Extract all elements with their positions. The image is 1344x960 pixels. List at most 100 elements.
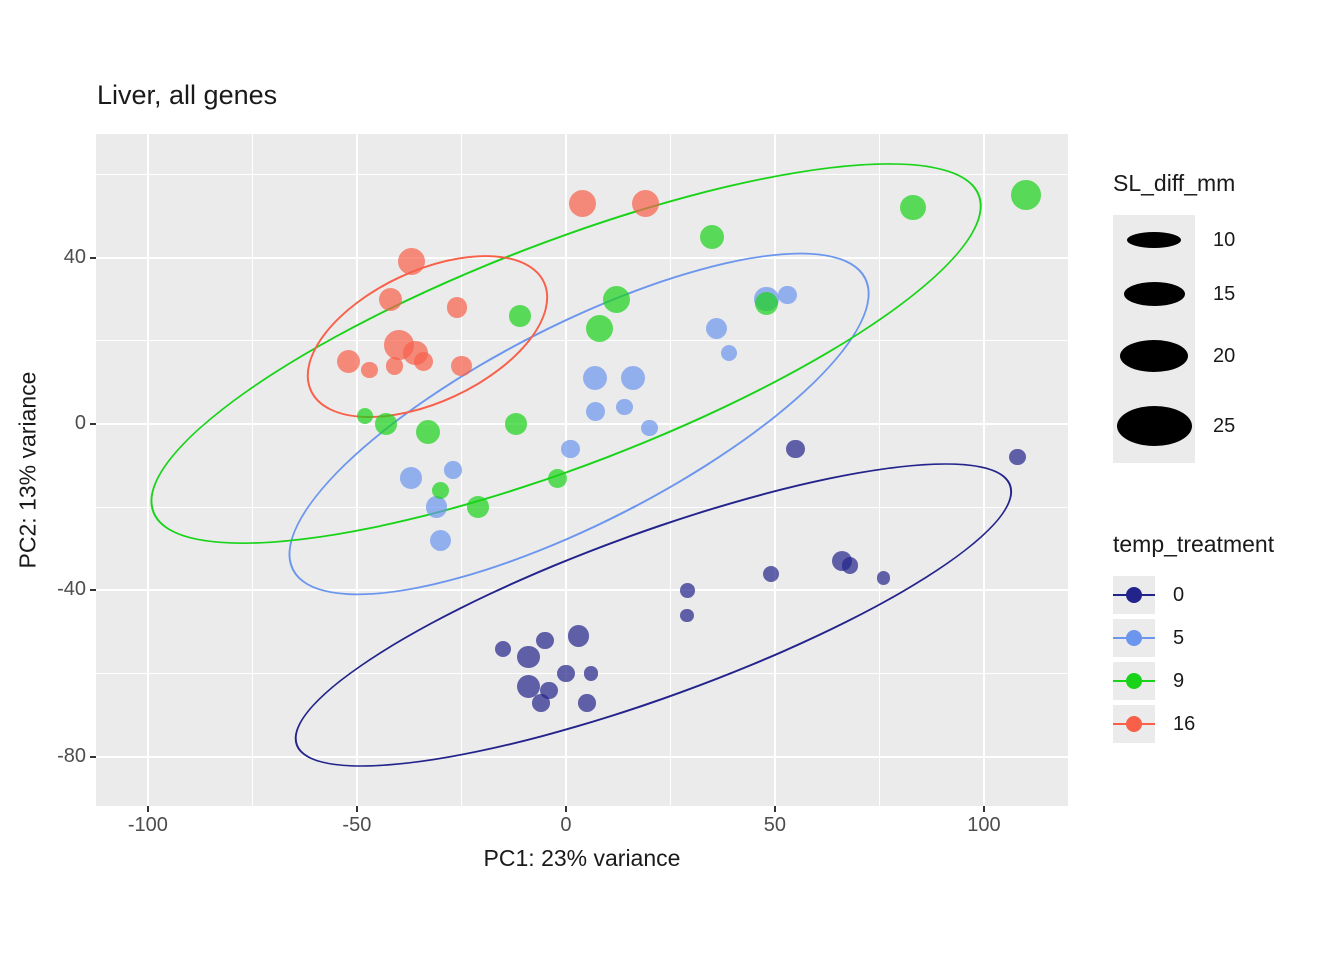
major-gridline bbox=[564, 134, 567, 806]
minor-gridline bbox=[251, 134, 253, 806]
size-legend-entry-10: 10 bbox=[1113, 215, 1235, 265]
x-tick-label: -100 bbox=[127, 814, 168, 836]
data-point-temp-0 bbox=[583, 666, 599, 682]
data-point-temp-9 bbox=[900, 194, 926, 221]
point-glyph bbox=[1126, 673, 1142, 689]
data-point-temp-5 bbox=[400, 467, 422, 489]
data-point-temp-9 bbox=[357, 407, 374, 424]
minor-gridline bbox=[669, 134, 671, 806]
x-tick-label: 100 bbox=[967, 814, 1001, 836]
major-gridline bbox=[146, 134, 149, 806]
data-point-temp-16 bbox=[451, 355, 472, 376]
data-point-temp-16 bbox=[337, 350, 360, 374]
color-legend-label: 5 bbox=[1173, 626, 1185, 649]
data-point-temp-9 bbox=[755, 291, 779, 315]
data-point-temp-5 bbox=[585, 402, 605, 421]
size-legend-entry-25: 25 bbox=[1113, 389, 1235, 463]
y-tick-mark bbox=[90, 589, 96, 592]
color-legend: temp_treatment 0 5 9 16 bbox=[1113, 531, 1274, 748]
size-legend-key bbox=[1113, 323, 1195, 389]
x-tick-mark bbox=[773, 806, 776, 812]
plot-title: Liver, all genes bbox=[97, 80, 278, 110]
size-point-glyph bbox=[1123, 282, 1185, 306]
minor-gridline bbox=[96, 673, 1068, 675]
data-point-temp-9 bbox=[602, 285, 630, 313]
data-point-temp-16 bbox=[447, 297, 468, 318]
x-tick-mark bbox=[355, 806, 358, 812]
color-legend-label: 16 bbox=[1173, 712, 1196, 735]
data-point-temp-5 bbox=[720, 345, 738, 362]
data-point-temp-5 bbox=[444, 461, 462, 479]
color-legend-label: 9 bbox=[1173, 669, 1185, 692]
major-gridline bbox=[355, 134, 358, 806]
y-tick-mark bbox=[90, 423, 96, 426]
data-point-temp-0 bbox=[680, 608, 694, 623]
x-tick-label: 50 bbox=[763, 814, 787, 836]
data-point-temp-0 bbox=[578, 694, 596, 712]
data-point-temp-9 bbox=[585, 314, 613, 342]
y-tick-mark bbox=[90, 755, 96, 758]
data-point-temp-9 bbox=[467, 496, 489, 519]
color-legend-title: temp_treatment bbox=[1113, 531, 1275, 557]
data-point-temp-9 bbox=[375, 413, 397, 435]
data-point-temp-9 bbox=[415, 420, 441, 445]
data-point-temp-5 bbox=[616, 399, 633, 416]
data-point-temp-5 bbox=[425, 496, 448, 519]
data-point-temp-5 bbox=[620, 366, 645, 391]
x-tick-mark bbox=[564, 806, 567, 812]
minor-gridline bbox=[96, 173, 1068, 175]
data-point-temp-5 bbox=[583, 366, 608, 391]
x-tick-label: -50 bbox=[342, 814, 372, 836]
major-gridline bbox=[96, 256, 1068, 259]
data-point-temp-5 bbox=[560, 439, 580, 459]
data-point-temp-0 bbox=[786, 439, 806, 459]
size-legend-label: 15 bbox=[1213, 282, 1236, 305]
major-gridline bbox=[773, 134, 776, 806]
data-point-temp-0 bbox=[516, 674, 540, 698]
data-point-temp-9 bbox=[700, 224, 725, 249]
size-legend: SL_diff_mm 10 15 20 25 bbox=[1113, 170, 1235, 463]
x-tick-label: 0 bbox=[560, 814, 572, 836]
data-point-temp-16 bbox=[361, 361, 378, 379]
data-point-temp-9 bbox=[1010, 180, 1041, 210]
data-point-temp-0 bbox=[567, 625, 590, 648]
data-point-temp-5 bbox=[705, 317, 728, 340]
minor-gridline bbox=[878, 134, 880, 806]
y-tick-label: -80 bbox=[57, 744, 86, 767]
data-point-temp-9 bbox=[504, 413, 527, 435]
data-point-temp-0 bbox=[876, 571, 891, 585]
data-point-temp-9 bbox=[431, 481, 450, 500]
point-glyph bbox=[1126, 587, 1142, 603]
size-legend-label: 25 bbox=[1213, 414, 1236, 437]
data-point-temp-0 bbox=[679, 583, 695, 598]
color-legend-key bbox=[1113, 576, 1155, 614]
color-legend-keys: 0 5 9 16 bbox=[1113, 576, 1274, 743]
y-tick-label: 40 bbox=[63, 245, 86, 268]
size-legend-keys: 10 15 20 25 bbox=[1113, 215, 1235, 463]
minor-gridline bbox=[96, 506, 1068, 508]
plot-panel bbox=[96, 134, 1068, 806]
y-tick-label: 0 bbox=[74, 412, 86, 435]
data-point-temp-5 bbox=[429, 529, 452, 552]
color-legend-entry-9: 9 bbox=[1113, 662, 1274, 700]
y-axis-title: PC2: 13% variance bbox=[14, 371, 41, 569]
size-legend-entry-20: 20 bbox=[1113, 323, 1235, 389]
data-point-temp-16 bbox=[385, 356, 404, 375]
size-legend-key bbox=[1113, 389, 1195, 463]
data-point-temp-0 bbox=[536, 631, 554, 650]
data-point-temp-5 bbox=[778, 285, 797, 305]
major-gridline bbox=[96, 423, 1068, 426]
color-legend-key bbox=[1113, 619, 1155, 657]
point-glyph bbox=[1126, 716, 1142, 732]
color-legend-key bbox=[1113, 662, 1155, 700]
data-point-temp-0 bbox=[842, 557, 859, 574]
size-legend-key bbox=[1113, 265, 1195, 323]
color-legend-entry-5: 5 bbox=[1113, 619, 1274, 657]
data-point-temp-16 bbox=[378, 287, 402, 311]
size-legend-title: SL_diff_mm bbox=[1113, 170, 1236, 196]
color-legend-label: 0 bbox=[1173, 583, 1185, 606]
data-point-temp-0 bbox=[495, 640, 512, 657]
minor-gridline bbox=[96, 340, 1068, 342]
major-gridline bbox=[96, 589, 1068, 592]
